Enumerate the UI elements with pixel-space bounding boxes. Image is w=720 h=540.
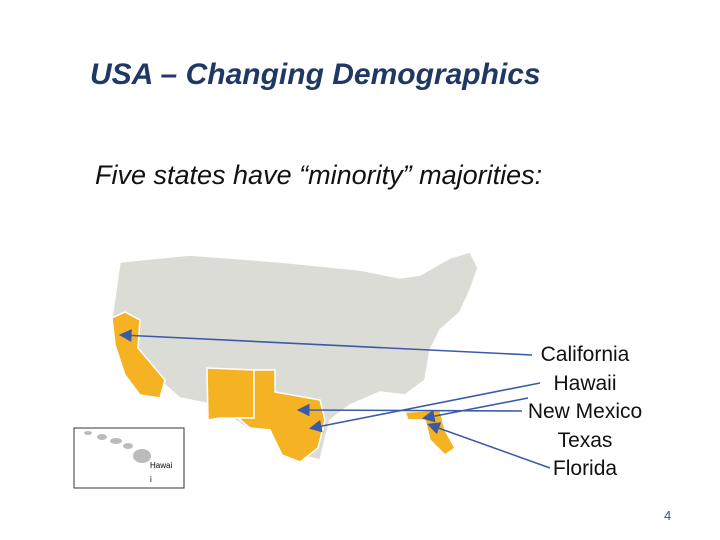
page-number: 4	[664, 508, 672, 523]
inset-label: Hawai	[150, 461, 172, 470]
inset-label: i	[150, 475, 152, 484]
arrows	[118, 329, 551, 469]
state-label: Texas	[557, 428, 613, 452]
new-mexico	[206, 367, 255, 421]
slide-title: USA – Changing Demographics	[90, 58, 541, 91]
hawaii-inset	[73, 427, 185, 489]
state-list: California Hawaii New Mexico Texas Flori…	[515, 341, 655, 484]
texas	[235, 369, 326, 463]
subtitle: Five states have “minority” majorities:	[95, 160, 543, 190]
state-label: New Mexico	[527, 400, 643, 423]
state-label: Hawaii	[553, 371, 617, 395]
state-label: California	[540, 343, 630, 366]
hawaii-islands	[84, 431, 151, 463]
state-label: Florida	[552, 457, 618, 480]
